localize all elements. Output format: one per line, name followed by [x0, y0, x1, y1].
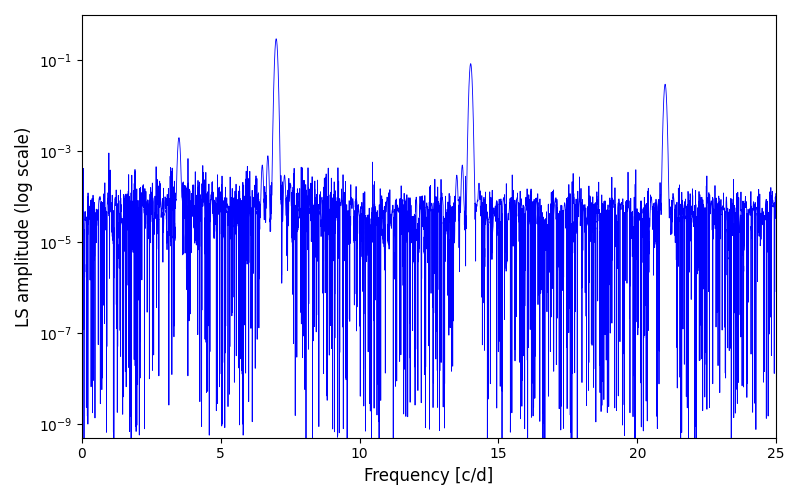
Y-axis label: LS amplitude (log scale): LS amplitude (log scale) — [15, 126, 33, 326]
X-axis label: Frequency [c/d]: Frequency [c/d] — [364, 467, 494, 485]
